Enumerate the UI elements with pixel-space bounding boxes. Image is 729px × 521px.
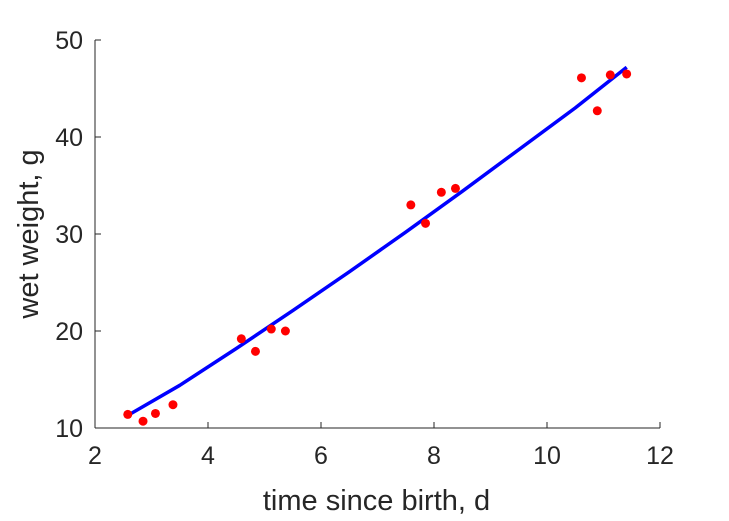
- y-axis-label: wet weight, g: [13, 149, 45, 319]
- data-point: [138, 416, 148, 426]
- data-point: [280, 326, 290, 336]
- x-tick-label: 6: [314, 442, 328, 470]
- x-tick-label: 2: [88, 442, 102, 470]
- y-tick-label: 40: [55, 124, 83, 152]
- y-tick-label: 10: [55, 415, 83, 443]
- data-point: [450, 183, 460, 193]
- y-tick-label: 50: [55, 27, 83, 55]
- data-point: [576, 73, 586, 83]
- y-tick-label: 20: [55, 318, 83, 346]
- data-point: [250, 346, 260, 356]
- data-point: [406, 200, 416, 210]
- data-point: [436, 187, 446, 197]
- data-point: [622, 69, 632, 79]
- x-tick-label: 12: [646, 442, 674, 470]
- y-tick-label: 30: [55, 221, 83, 249]
- x-tick-label: 10: [533, 442, 561, 470]
- data-point: [168, 400, 178, 410]
- plot-area: [123, 65, 632, 426]
- data-point: [592, 106, 602, 116]
- data-point: [605, 70, 615, 80]
- data-point: [266, 324, 276, 334]
- data-point: [150, 408, 160, 418]
- x-axis-label: time since birth, d: [263, 485, 490, 517]
- data-point: [123, 409, 133, 419]
- x-tick-label: 8: [427, 442, 441, 470]
- x-tick-label: 4: [201, 442, 215, 470]
- y-axis: 10 20 30 40 50: [55, 27, 101, 443]
- fit-line: [126, 65, 628, 417]
- data-point: [236, 334, 246, 344]
- x-axis: 2 4 6 8 10 12: [88, 422, 674, 470]
- data-point: [421, 218, 431, 228]
